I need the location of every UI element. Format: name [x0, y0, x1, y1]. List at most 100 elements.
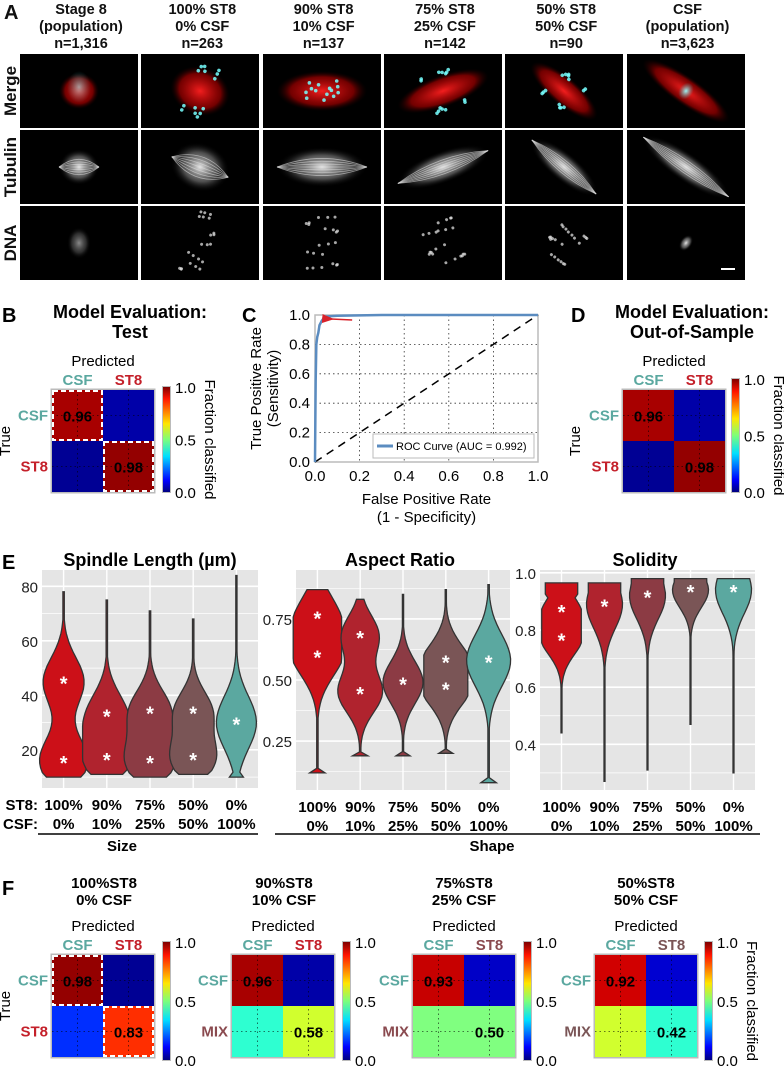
chance-line — [314, 314, 539, 463]
micrograph-image — [276, 71, 367, 111]
x-category-label: CSF — [63, 937, 93, 954]
dna-speck — [209, 212, 213, 216]
column-header-line: Stage 8 — [55, 2, 107, 18]
y-tick-label: 1.0 — [289, 307, 310, 324]
dna-speck — [333, 215, 337, 219]
colorbar-tick-label: 0.0 — [175, 1053, 196, 1070]
dna-speck — [311, 266, 315, 270]
x-tick-label-st8: 50% — [675, 799, 705, 816]
dna-signal — [67, 71, 91, 103]
column-header-line: 90% ST8 — [293, 2, 354, 18]
y-tick-label: 0.2 — [289, 425, 310, 442]
dna-speck — [429, 250, 433, 254]
micrograph-dna — [20, 206, 138, 280]
x-tick-label-st8: 0% — [226, 797, 248, 814]
mode-marker-asterisk: * — [60, 753, 68, 775]
x-category-label: CSF — [63, 372, 93, 389]
dna-speck — [193, 106, 198, 110]
dna-speck — [217, 68, 222, 73]
highlight-border — [52, 390, 103, 441]
microtubule-fiber — [397, 150, 489, 184]
violin-shape — [382, 593, 424, 757]
y-category-label: CSF — [18, 408, 48, 425]
chart-title: 50%ST8 — [617, 875, 675, 892]
violin-shape — [585, 582, 624, 783]
dna-speck — [320, 252, 324, 256]
dna-speck — [304, 96, 309, 100]
colorbar — [732, 379, 739, 492]
mode-marker-asterisk: * — [601, 596, 609, 618]
panel-c-roc-chart: C 0.0 0.2 0.4 0.6 0.8 1.0 0.0 0.2 0.4 0.6 0.8 1.0 ROC… — [242, 305, 548, 526]
y-category-label: CSF — [18, 973, 48, 990]
y-category-label: MIX — [382, 1024, 409, 1041]
x-axis-title: Predicted — [251, 918, 314, 935]
dna-speck — [463, 252, 467, 256]
microtubule-fiber — [531, 139, 597, 195]
dna-speck — [335, 229, 339, 233]
microtubule-fiber — [642, 136, 729, 198]
mode-marker-asterisk: * — [314, 608, 322, 630]
y-tick-label: 1.0 — [515, 566, 536, 583]
x-tick-label: 0.6 — [438, 468, 459, 485]
chart-title: Solidity — [612, 550, 677, 570]
x-category-label: ST8 — [658, 937, 686, 954]
x-tick-label-st8: 90% — [589, 799, 619, 816]
panel-e-violin-plots: E Spindle Length (µm) 20 40 60 80 * * * * * * * * * 100… — [2, 550, 760, 855]
dna-speck — [567, 77, 571, 82]
dna-speck — [196, 68, 201, 73]
spindle — [678, 234, 693, 252]
microtubule-fiber — [276, 158, 367, 168]
microtubule-fiber — [171, 156, 229, 178]
x-tick-label-csf: 0% — [551, 818, 573, 835]
dna-speck — [201, 106, 206, 111]
micrograph-tubulin — [141, 130, 260, 204]
dna-speck — [557, 102, 562, 107]
x-tick-label-csf: 10% — [345, 818, 375, 835]
mode-marker-asterisk: * — [146, 704, 154, 726]
dna-speck — [436, 109, 441, 113]
x-tick-label-st8: 0% — [723, 799, 745, 816]
microtubule-fiber — [642, 136, 729, 198]
microtubule-fiber — [58, 158, 100, 168]
y-category-label: ST8 — [20, 1024, 48, 1041]
x-tick-label: 0.4 — [394, 468, 415, 485]
dna-speck — [566, 230, 570, 234]
mode-marker-asterisk: * — [189, 750, 197, 772]
colorbar-title: Fraction classified — [770, 375, 784, 495]
panel-letter: B — [2, 305, 16, 327]
dna-speck — [563, 262, 567, 266]
micrograph-image — [170, 142, 230, 192]
microtubule-fiber — [58, 166, 100, 170]
colorbar-tick-label: 1.0 — [355, 935, 376, 952]
dna-speck — [209, 233, 213, 237]
column-header: Stage 8 (population) n=1,316 — [21, 2, 141, 53]
x-tick-label-csf: 50% — [675, 818, 705, 835]
microtubule-fiber — [531, 139, 597, 195]
y-axis-subtitle: (Sensitivity) — [265, 350, 282, 428]
x-category-label: ST8 — [476, 937, 504, 954]
y-category-label: MIX — [201, 1024, 228, 1041]
dna-speck — [215, 72, 220, 76]
x-axis-subtitle: (1 - Specificity) — [377, 509, 476, 526]
dna-speck — [421, 233, 425, 237]
microtubule-fiber — [276, 163, 367, 168]
micrograph-merge — [20, 54, 138, 128]
y-tick-label: 0.6 — [289, 366, 310, 383]
dna-speck — [462, 98, 467, 102]
y-tick-label: 60 — [21, 634, 38, 651]
colorbar-tick-label: 0.5 — [717, 994, 738, 1011]
microtubule-fiber — [58, 166, 100, 176]
column-header: 90% ST8 10% CSF n=137 — [264, 2, 384, 53]
micrograph-dna — [262, 206, 381, 280]
spindle — [397, 67, 489, 116]
mode-marker-asterisk: * — [558, 631, 566, 653]
micrograph-dna — [141, 206, 260, 280]
y-axis-title: True — [0, 991, 14, 1021]
micrograph-merge — [141, 54, 260, 128]
micrograph-image — [304, 215, 339, 270]
dna-speck — [427, 231, 431, 235]
mode-marker-asterisk: * — [146, 753, 154, 775]
violin-shape — [423, 588, 469, 754]
spindle — [421, 216, 467, 265]
micrograph-merge — [626, 54, 745, 128]
